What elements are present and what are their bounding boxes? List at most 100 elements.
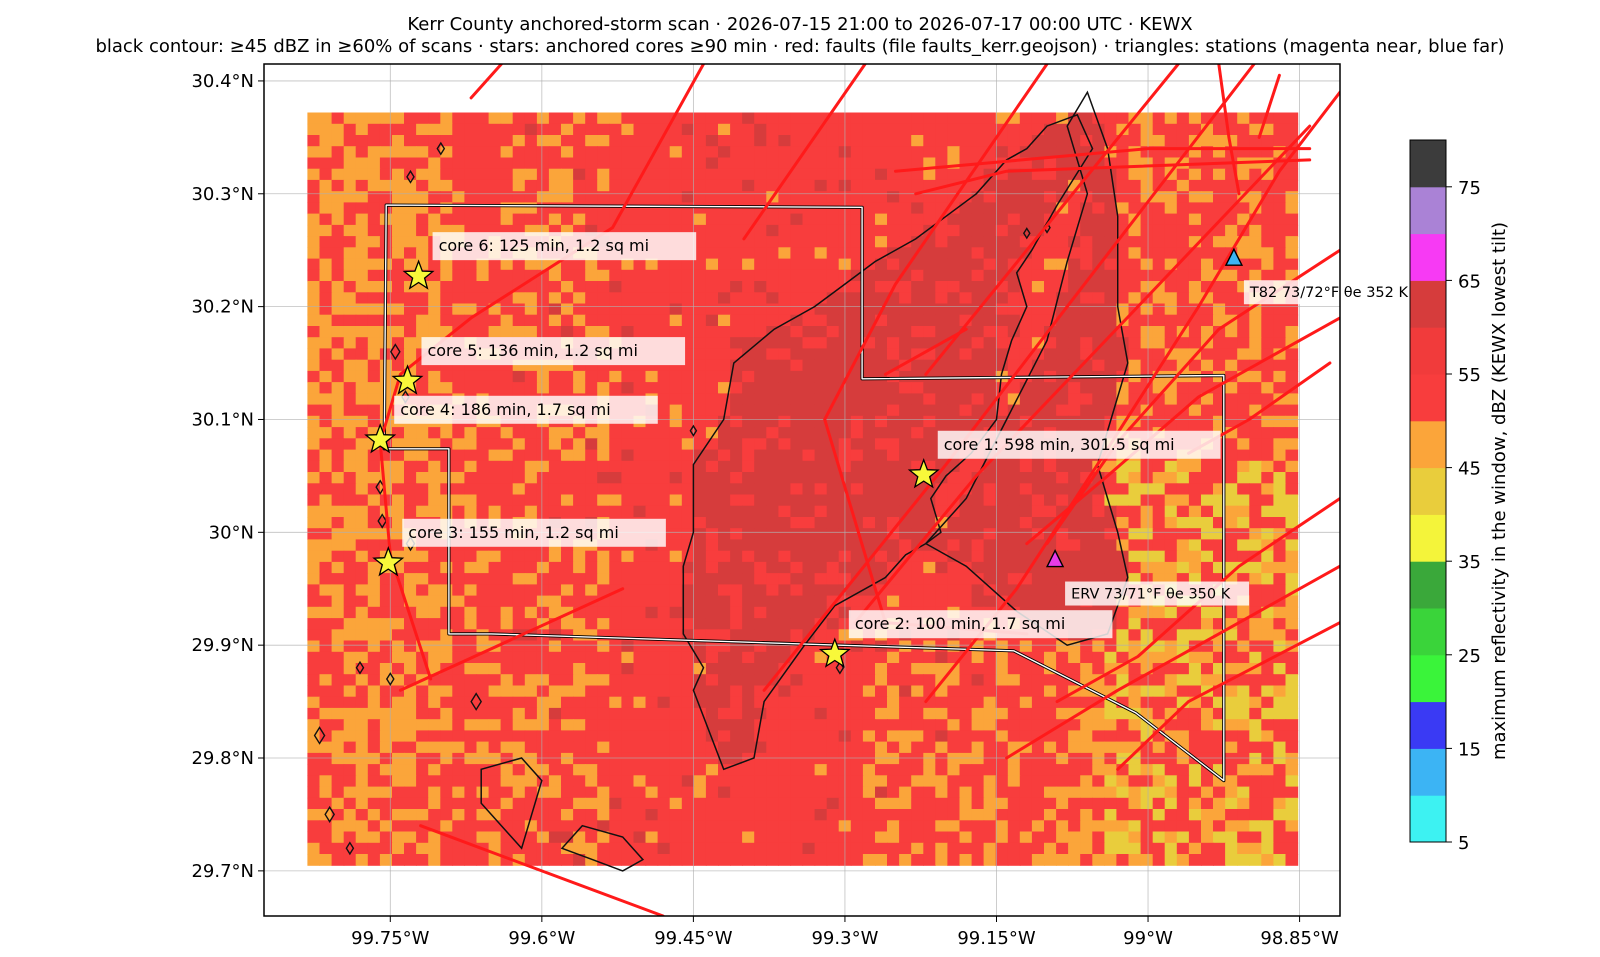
reflectivity-cell bbox=[1188, 404, 1202, 417]
reflectivity-cell bbox=[573, 449, 586, 462]
reflectivity-cell bbox=[1104, 663, 1118, 675]
reflectivity-cell bbox=[947, 494, 961, 507]
reflectivity-cell bbox=[1128, 573, 1142, 585]
reflectivity-cell bbox=[862, 663, 876, 675]
reflectivity-cell bbox=[561, 685, 574, 698]
reflectivity-cell bbox=[416, 314, 429, 327]
reflectivity-cell bbox=[367, 584, 381, 597]
reflectivity-cell bbox=[1273, 382, 1287, 394]
reflectivity-cell bbox=[1007, 303, 1021, 316]
reflectivity-cell bbox=[718, 157, 731, 170]
reflectivity-cell bbox=[778, 573, 792, 585]
reflectivity-cell bbox=[742, 707, 755, 720]
reflectivity-cell bbox=[1249, 685, 1262, 698]
reflectivity-cell bbox=[343, 370, 357, 383]
reflectivity-cell bbox=[1176, 191, 1190, 203]
reflectivity-cell bbox=[742, 685, 755, 698]
reflectivity-cell bbox=[488, 292, 502, 305]
reflectivity-cell bbox=[705, 202, 719, 215]
reflectivity-cell bbox=[947, 775, 961, 788]
reflectivity-cell bbox=[367, 460, 381, 473]
reflectivity-cell bbox=[1176, 640, 1190, 653]
reflectivity-cell bbox=[392, 359, 405, 372]
reflectivity-cell bbox=[995, 303, 1009, 316]
reflectivity-cell bbox=[730, 314, 743, 327]
reflectivity-cell bbox=[524, 494, 538, 507]
reflectivity-cell bbox=[693, 326, 707, 338]
reflectivity-cell bbox=[875, 326, 888, 338]
reflectivity-cell bbox=[899, 427, 912, 439]
reflectivity-cell bbox=[512, 370, 526, 383]
reflectivity-cell bbox=[585, 191, 598, 203]
reflectivity-cell bbox=[899, 505, 912, 518]
reflectivity-cell bbox=[887, 146, 900, 158]
reflectivity-cell bbox=[645, 483, 659, 496]
reflectivity-cell bbox=[1056, 281, 1069, 293]
reflectivity-cell bbox=[1116, 505, 1130, 518]
reflectivity-cell bbox=[392, 337, 405, 349]
reflectivity-cell bbox=[1116, 382, 1130, 394]
reflectivity-cell bbox=[1128, 258, 1142, 271]
reflectivity-cell bbox=[705, 382, 719, 394]
reflectivity-cell bbox=[1068, 337, 1081, 349]
reflectivity-cell bbox=[1152, 146, 1166, 158]
reflectivity-cell bbox=[476, 786, 490, 799]
reflectivity-cell bbox=[669, 281, 683, 293]
reflectivity-cell bbox=[1188, 741, 1202, 754]
reflectivity-cell bbox=[488, 685, 502, 698]
reflectivity-cell bbox=[1044, 775, 1057, 788]
reflectivity-cell bbox=[1044, 404, 1057, 417]
reflectivity-cell bbox=[669, 427, 683, 439]
reflectivity-cell bbox=[585, 707, 598, 720]
reflectivity-cell bbox=[778, 786, 792, 799]
reflectivity-cell bbox=[343, 224, 357, 237]
reflectivity-cell bbox=[1285, 247, 1299, 260]
reflectivity-cell bbox=[319, 438, 333, 451]
reflectivity-cell bbox=[947, 123, 961, 136]
reflectivity-cell bbox=[1068, 393, 1081, 406]
reflectivity-cell bbox=[1249, 696, 1262, 709]
reflectivity-cell bbox=[1056, 236, 1069, 248]
reflectivity-cell bbox=[742, 663, 755, 675]
reflectivity-cell bbox=[1261, 348, 1274, 361]
reflectivity-cell bbox=[609, 561, 622, 574]
reflectivity-cell bbox=[1128, 337, 1142, 349]
reflectivity-cell bbox=[742, 618, 755, 630]
reflectivity-cell bbox=[1213, 618, 1226, 630]
reflectivity-cell bbox=[1164, 764, 1178, 776]
reflectivity-cell bbox=[585, 292, 598, 305]
reflectivity-cell bbox=[814, 550, 828, 563]
reflectivity-cell bbox=[1116, 236, 1130, 248]
reflectivity-cell bbox=[705, 179, 719, 192]
reflectivity-cell bbox=[428, 741, 441, 754]
reflectivity-cell bbox=[597, 483, 610, 496]
reflectivity-cell bbox=[416, 135, 429, 147]
reflectivity-cell bbox=[621, 752, 635, 765]
reflectivity-cell bbox=[512, 472, 526, 484]
reflectivity-cell bbox=[379, 730, 393, 743]
reflectivity-cell bbox=[585, 561, 598, 574]
reflectivity-cell bbox=[355, 472, 369, 484]
reflectivity-cell bbox=[1104, 730, 1118, 743]
reflectivity-cell bbox=[379, 685, 393, 698]
title-line-2: black contour: ≥45 dBZ in ≥60% of scans … bbox=[95, 36, 1504, 57]
reflectivity-cell bbox=[1213, 573, 1226, 585]
reflectivity-cell bbox=[307, 674, 321, 686]
reflectivity-cell bbox=[742, 674, 755, 686]
reflectivity-cell bbox=[307, 326, 321, 338]
reflectivity-cell bbox=[899, 359, 912, 372]
reflectivity-cell bbox=[307, 606, 321, 619]
reflectivity-cell bbox=[452, 438, 465, 451]
reflectivity-cell bbox=[548, 224, 562, 237]
reflectivity-cell bbox=[1261, 157, 1274, 170]
reflectivity-cell bbox=[790, 314, 804, 327]
reflectivity-cell bbox=[911, 595, 924, 608]
reflectivity-cell bbox=[1261, 438, 1274, 451]
reflectivity-cell bbox=[826, 370, 840, 383]
reflectivity-cell bbox=[693, 786, 707, 799]
reflectivity-cell bbox=[935, 483, 948, 496]
reflectivity-cell bbox=[899, 247, 912, 260]
reflectivity-cell bbox=[367, 337, 381, 349]
reflectivity-cell bbox=[452, 764, 465, 776]
reflectivity-cell bbox=[681, 483, 695, 496]
